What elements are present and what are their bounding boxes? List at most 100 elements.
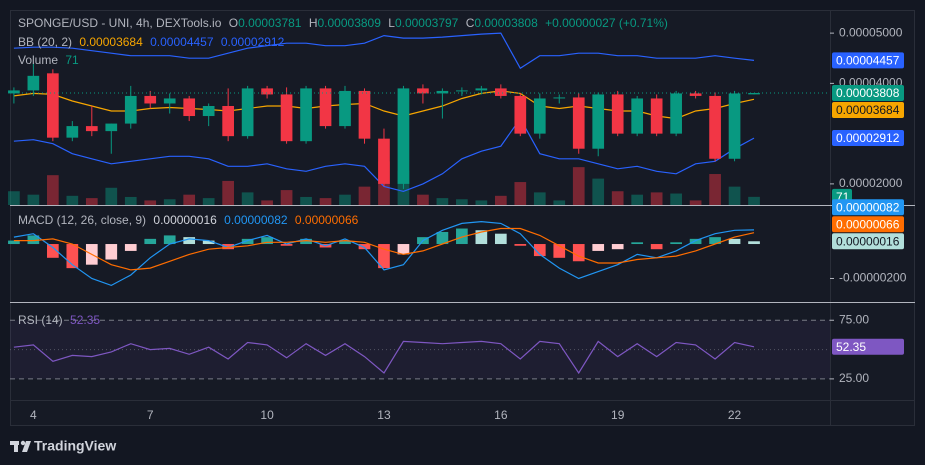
candle-body — [319, 88, 332, 127]
indicator-value: 0.00002912 — [220, 35, 285, 49]
histogram-bar — [475, 230, 488, 245]
histogram-bar — [280, 244, 293, 246]
candle-body — [553, 97, 566, 99]
candle-body — [378, 138, 390, 184]
candle-body — [456, 90, 468, 92]
axis-marker — [832, 233, 904, 250]
histogram-bar — [163, 235, 176, 245]
volume-bar — [572, 167, 585, 205]
candle-body — [748, 93, 760, 95]
y-tick-label: 25.00 — [839, 371, 869, 385]
rsi-legend: RSI (14) 52.35 — [18, 313, 104, 327]
histogram-bar — [689, 238, 702, 245]
axis-marker — [832, 199, 904, 216]
volume-bar — [261, 200, 273, 205]
volume-bar — [319, 198, 332, 205]
x-tick-label: 13 — [377, 408, 391, 422]
axis-marker-label: 0.00004457 — [836, 54, 900, 68]
histogram-bar — [300, 238, 312, 245]
volume-bar — [222, 180, 234, 205]
chart-frame — [10, 10, 915, 426]
y-tick-label: 75.00 — [839, 312, 869, 326]
indicator-value: 0.00000082 — [224, 213, 288, 227]
volume-bar — [66, 195, 79, 205]
volume-bar — [8, 191, 20, 205]
volume-bar — [592, 178, 605, 205]
histogram-bar — [592, 244, 605, 251]
histogram-bar — [378, 244, 390, 269]
histogram-bar — [241, 238, 254, 245]
candle-body — [261, 88, 273, 95]
macd-legend: MACD (12, 26, close, 9) 0.00000016 0.000… — [18, 213, 362, 227]
x-tick-label: 10 — [260, 408, 274, 422]
indicator-value: 0.00000016 — [153, 213, 217, 227]
volume-bar — [670, 193, 682, 205]
histogram-bar — [553, 244, 566, 258]
candle-body — [66, 126, 79, 138]
candle-body — [650, 98, 663, 134]
candle-body — [27, 75, 40, 91]
candle-body — [436, 90, 449, 94]
volume-bar — [339, 194, 351, 205]
histogram-bar — [670, 242, 682, 245]
volume-bar — [748, 196, 760, 205]
histogram-bar — [27, 235, 40, 245]
logo-part — [20, 440, 26, 446]
bb-legend: BB (20, 2) 0.00003684 0.00004457 0.00002… — [18, 35, 288, 49]
candle-body — [709, 95, 721, 159]
x-tick-label: 7 — [147, 408, 154, 422]
change: +0.00000027 (+0.71%) — [545, 16, 668, 30]
candle-body — [222, 105, 234, 137]
volume-bar — [417, 194, 429, 205]
brand-logo — [10, 440, 31, 452]
histogram-bar — [631, 242, 644, 245]
volume-bar — [533, 192, 546, 205]
logo-part — [14, 441, 18, 452]
ohlc-value: 0.00003808 — [474, 16, 538, 30]
candle-body — [183, 98, 196, 117]
rsi-line — [13, 340, 755, 375]
histogram-bar — [202, 240, 215, 245]
histogram-bar — [709, 237, 721, 245]
volume-bar — [553, 200, 566, 205]
histogram-bar — [728, 238, 741, 245]
histogram-bar — [533, 244, 546, 257]
candle-body — [339, 90, 351, 127]
volume-bar — [27, 194, 40, 205]
axis-marker-label: 0.00003808 — [836, 86, 900, 100]
candle-body — [144, 95, 157, 104]
axis-marker-label: 0.00003684 — [836, 103, 900, 117]
candle-body — [494, 88, 507, 96]
volume-bar — [202, 198, 215, 205]
candle-body — [728, 93, 741, 159]
ohlc-value: 0.00003809 — [317, 16, 381, 30]
histogram-bar — [572, 244, 585, 262]
histogram-bar — [124, 244, 137, 251]
histogram-bar — [358, 244, 371, 250]
candle-body — [572, 97, 585, 149]
candle-body — [124, 95, 137, 124]
candle-body — [241, 88, 254, 137]
volume-bar — [105, 187, 118, 205]
histogram-bar — [456, 228, 468, 245]
histogram-bar — [144, 238, 157, 245]
axis-marker-label: 0.00000082 — [836, 200, 900, 214]
volume-bar — [611, 191, 624, 205]
bb-line — [13, 90, 755, 120]
volume-bar — [241, 192, 254, 205]
histogram-bar — [748, 241, 760, 245]
volume-bar — [163, 199, 176, 205]
axis-marker — [832, 52, 904, 69]
histogram-bar — [494, 233, 507, 245]
symbol-legend: SPONGE/USD - UNI, 4h, DEXTools.io O0.000… — [18, 16, 672, 30]
volume-bar — [124, 196, 137, 205]
ohlc-label: O — [228, 16, 239, 30]
volume-bar — [631, 194, 644, 205]
axis-marker — [832, 102, 904, 119]
histogram-bar — [650, 244, 663, 250]
volume-bar — [475, 200, 488, 205]
ohlc-value: 0.00003781 — [238, 16, 302, 30]
volume-bar — [436, 198, 449, 205]
volume-bar — [144, 200, 157, 205]
